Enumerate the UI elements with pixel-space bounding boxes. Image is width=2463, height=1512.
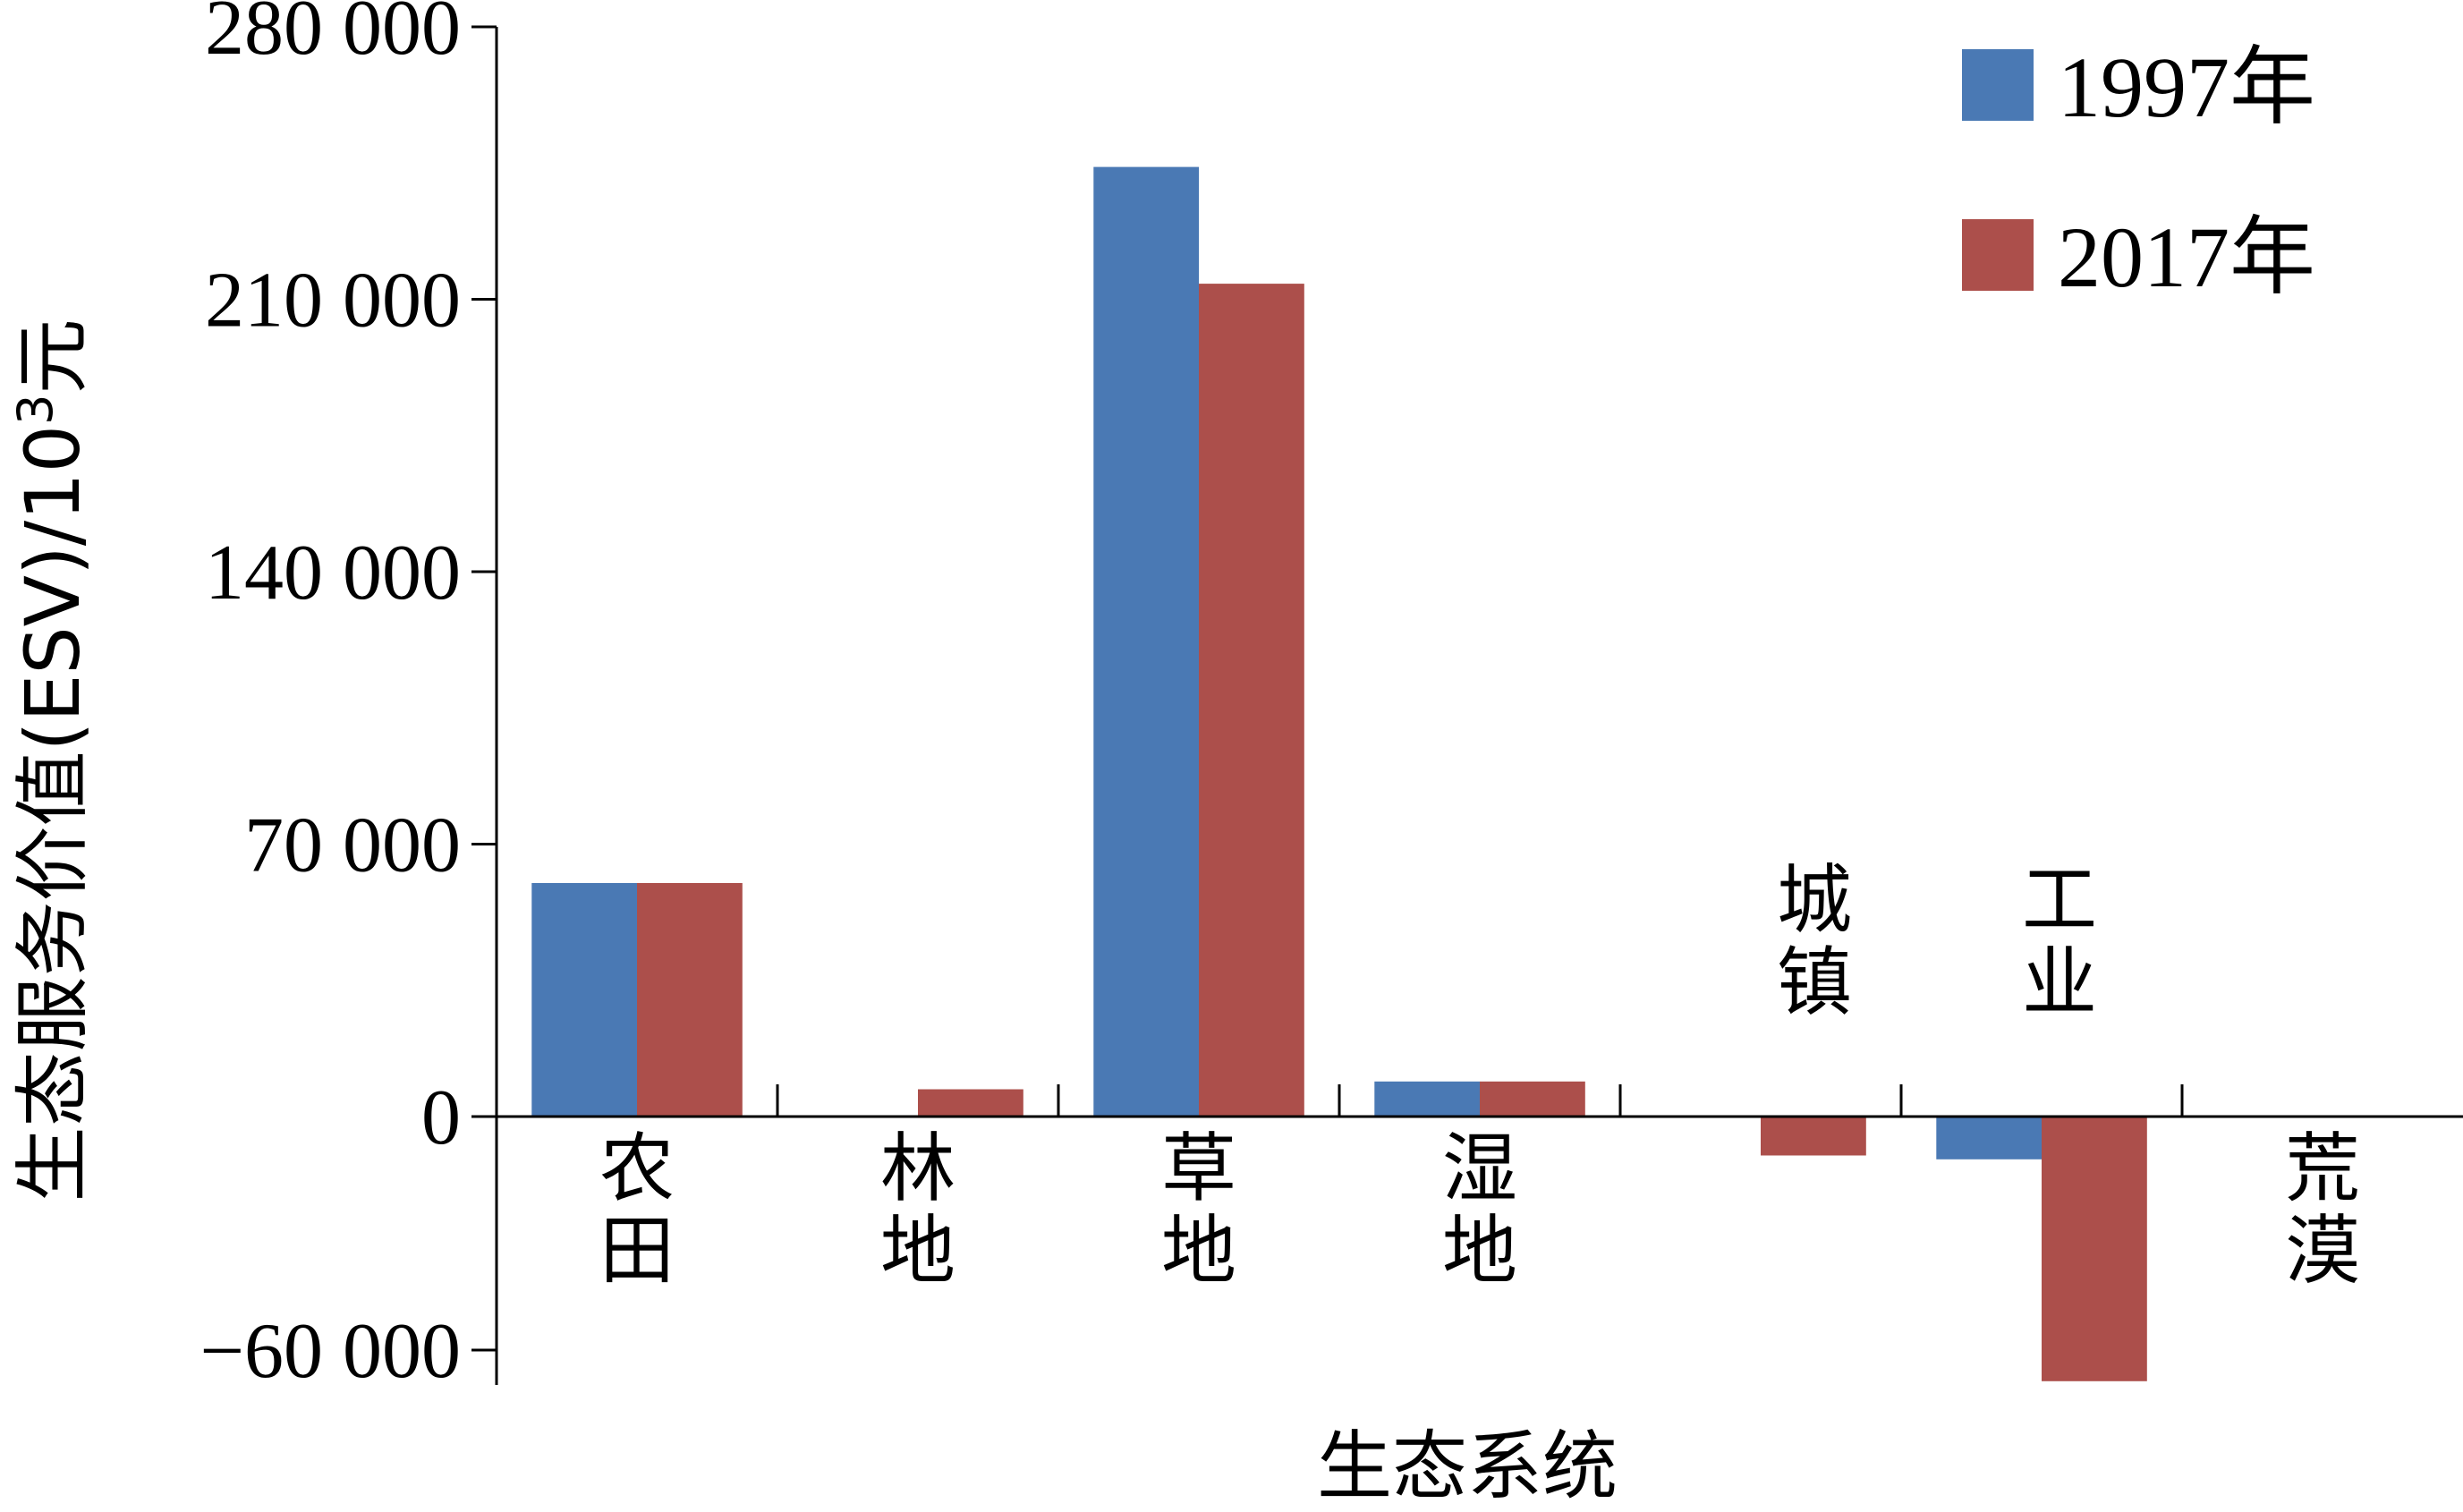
bar-2017-4 <box>1761 1117 1866 1156</box>
category-label-6: 荒漠 <box>2285 1125 2360 1295</box>
bar-2017-3 <box>1480 1081 1585 1117</box>
y-tick-label-2: 70 000 <box>244 803 461 889</box>
y-tick-label-4: 210 000 <box>205 258 461 344</box>
bar-1997-2 <box>1093 166 1200 1117</box>
bar-1997-3 <box>1374 1081 1481 1117</box>
y-axis-title: 生态服务价值(ESV)/103元 <box>7 319 97 1202</box>
bar-2017-2 <box>1199 284 1304 1117</box>
legend-label-2017: 2017年 <box>2058 209 2315 305</box>
bars-layer <box>531 166 2147 1381</box>
category-label-2: 草地 <box>1161 1125 1236 1295</box>
legend-swatch-2017 <box>1962 219 2034 291</box>
category-label-5: 工业 <box>2022 856 2097 1026</box>
x-axis-title: 生态系统 <box>1317 1423 1618 1510</box>
bar-2017-1 <box>918 1089 1023 1117</box>
category-label-4: 城镇 <box>1777 856 1852 1026</box>
legend-swatch-1997 <box>1962 49 2034 121</box>
axes-layer <box>471 25 2463 1385</box>
bar-1997-0 <box>531 883 638 1117</box>
y-tick-label-0: −60 000 <box>200 1308 461 1395</box>
category-label-3: 湿地 <box>1442 1125 1517 1295</box>
y-tick-label-5: 280 000 <box>205 0 461 72</box>
y-tick-label-1: 0 <box>421 1075 461 1161</box>
bar-2017-0 <box>637 883 743 1117</box>
legend-label-1997: 1997年 <box>2058 39 2315 135</box>
y-axis-title-main: 生态服务价值(ESV)/10 <box>9 425 97 1202</box>
category-label-0: 农田 <box>599 1125 675 1295</box>
y-axis-title-sup: 3 <box>7 395 64 425</box>
category-label-1: 林地 <box>880 1125 955 1295</box>
bar-1997-5 <box>1936 1117 2043 1159</box>
legend: 1997年 2017年 <box>1962 39 2315 305</box>
y-axis-title-unit: 元 <box>9 319 97 395</box>
bar-2017-5 <box>2042 1117 2147 1381</box>
y-tick-label-3: 140 000 <box>205 530 461 616</box>
tick-labels-layer: −60 000 0 70 000 140 000 210 000 280 000 <box>200 0 461 1395</box>
